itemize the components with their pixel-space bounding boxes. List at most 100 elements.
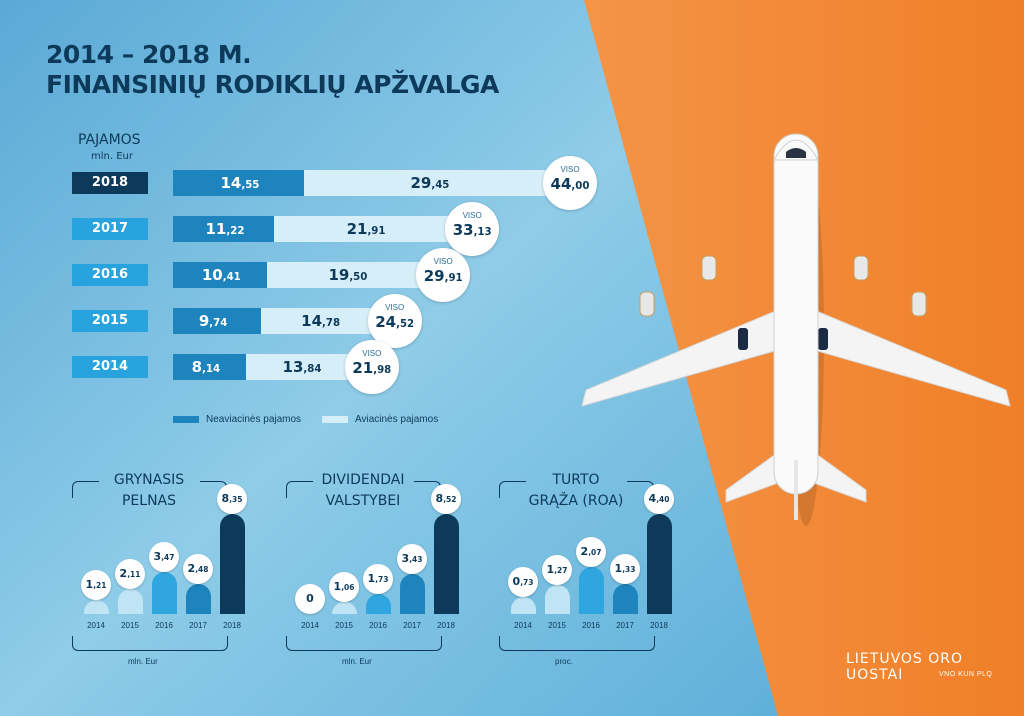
small-chart-bar bbox=[152, 572, 177, 614]
bar-value-label: 14,55 bbox=[220, 174, 260, 192]
small-chart-title-line: GRYNASIS bbox=[113, 472, 185, 488]
small-chart-value-label: 2,11 bbox=[115, 558, 145, 589]
frame-bottom bbox=[72, 636, 228, 651]
small-chart-year-label: 2017 bbox=[189, 621, 207, 630]
small-chart-title-line: VALSTYBEI bbox=[325, 493, 401, 509]
bar-segment-neaviacines bbox=[173, 170, 304, 196]
small-chart-unit: proc. bbox=[555, 657, 573, 666]
total-circle: VISO 24,52 bbox=[367, 294, 422, 348]
legend-swatch bbox=[322, 415, 348, 423]
frame-bottom bbox=[499, 636, 655, 651]
total-caption: VISO bbox=[385, 303, 405, 312]
small-chart-title-line: PELNAS bbox=[121, 493, 177, 509]
total-circle: VISO 21,98 bbox=[344, 340, 399, 394]
small-chart-bar bbox=[220, 514, 245, 614]
small-chart-year-label: 2015 bbox=[335, 621, 353, 630]
total-caption: VISO bbox=[362, 349, 382, 358]
bar-segment-aviacines bbox=[273, 216, 472, 242]
airplane-icon bbox=[581, 133, 1011, 526]
bar-value-label: 10,41 bbox=[201, 266, 241, 284]
bar-segment-neaviacines bbox=[173, 308, 261, 334]
bar-value-label: 11,22 bbox=[205, 220, 245, 238]
small-chart-value-label: 4,40 bbox=[644, 484, 674, 514]
small-chart-value-label: 1,73 bbox=[363, 563, 393, 594]
small-chart-title-line: DIVIDENDAI bbox=[321, 472, 405, 488]
small-chart-bar bbox=[613, 583, 638, 614]
bar-value-label: 19,50 bbox=[328, 266, 368, 284]
small-chart-year-label: 2016 bbox=[155, 621, 173, 630]
small-chart-value-label: 2,48 bbox=[183, 554, 213, 585]
small-chart-title-line: TURTO bbox=[552, 472, 600, 488]
small-chart-title-line: GRĄŽA (ROA) bbox=[528, 493, 624, 509]
total-caption: VISO bbox=[560, 165, 580, 174]
revenue-chart-title: PAJAMOS bbox=[78, 132, 141, 148]
small-chart-bar bbox=[511, 597, 536, 614]
legend-swatch bbox=[173, 415, 199, 423]
small-chart-value-label: 1,21 bbox=[81, 569, 111, 600]
small-chart-value-label: 1,33 bbox=[610, 553, 640, 584]
page-title-line1: 2014 – 2018 M. bbox=[46, 40, 252, 69]
small-chart-bar bbox=[118, 588, 143, 614]
bar-value-label: 21,91 bbox=[346, 220, 386, 238]
total-value: 24,52 bbox=[375, 313, 415, 331]
legend-item-neaviacines: Neaviacinės pajamos bbox=[173, 414, 301, 425]
year-label: 2018 bbox=[72, 172, 148, 194]
small-chart-year-label: 2014 bbox=[301, 621, 319, 630]
small-chart-bar bbox=[366, 593, 391, 614]
small-chart-bar bbox=[545, 585, 570, 614]
frame-bottom bbox=[286, 636, 442, 651]
bar-value-label: 9,74 bbox=[198, 312, 228, 330]
small-chart-year-label: 2018 bbox=[437, 621, 455, 630]
total-value: 44,00 bbox=[550, 175, 590, 193]
small-chart-value-label: 3,47 bbox=[149, 542, 179, 573]
small-chart-year-label: 2015 bbox=[121, 621, 139, 630]
frame-top-left bbox=[72, 481, 99, 498]
total-circle: VISO 29,91 bbox=[416, 248, 471, 302]
small-chart-year-label: 2014 bbox=[514, 621, 532, 630]
total-value: 33,13 bbox=[452, 221, 492, 239]
bar-value-label: 29,45 bbox=[410, 174, 450, 192]
total-circle: VISO 33,13 bbox=[445, 202, 500, 256]
small-chart-year-label: 2015 bbox=[548, 621, 566, 630]
small-chart-year-label: 2016 bbox=[369, 621, 387, 630]
bar-segment-neaviacines bbox=[173, 216, 274, 242]
total-value: 29,91 bbox=[423, 267, 463, 285]
total-value: 21,98 bbox=[352, 359, 392, 377]
small-chart-title: GRYNASIS PELNAS bbox=[66, 470, 232, 512]
logo-codes: VNO KUN PLQ bbox=[939, 671, 993, 678]
small-chart-bar bbox=[186, 584, 211, 614]
small-chart-bar bbox=[579, 566, 604, 614]
small-chart-bar bbox=[434, 514, 459, 614]
small-chart-year-label: 2018 bbox=[650, 621, 668, 630]
small-chart-bar bbox=[647, 514, 672, 614]
bar-segment-aviacines bbox=[266, 262, 443, 288]
small-chart-year-label: 2014 bbox=[87, 621, 105, 630]
small-chart-year-label: 2017 bbox=[403, 621, 421, 630]
small-chart-value-label: 3,43 bbox=[397, 543, 427, 574]
logo-name: LIETUVOS ORO UOSTAI bbox=[846, 651, 964, 683]
year-label: 2015 bbox=[72, 310, 148, 332]
small-chart-title: DIVIDENDAI VALSTYBEI bbox=[280, 470, 446, 512]
small-chart-title: TURTO GRĄŽA (ROA) bbox=[493, 470, 659, 512]
small-chart-value-label: 8,35 bbox=[217, 484, 247, 514]
small-chart-unit: mln. Eur bbox=[128, 657, 158, 666]
page-title-line2: FINANSINIŲ RODIKLIŲ APŽVALGA bbox=[46, 70, 499, 99]
small-chart-bar bbox=[84, 599, 109, 614]
small-chart-year-label: 2017 bbox=[616, 621, 634, 630]
legend-item-aviacines: Aviacinės pajamos bbox=[322, 414, 438, 425]
small-chart-value-label: 8,52 bbox=[431, 484, 461, 514]
revenue-chart-unit: mln. Eur bbox=[91, 151, 133, 162]
legend-label: Aviacinės pajamos bbox=[355, 414, 439, 425]
bar-segment-neaviacines bbox=[173, 354, 247, 380]
bar-segment-aviacines bbox=[303, 170, 569, 196]
bar-value-label: 13,84 bbox=[282, 358, 322, 376]
frame-top-left bbox=[499, 481, 526, 498]
bar-value-label: 14,78 bbox=[301, 312, 341, 330]
small-chart-unit: mln. Eur bbox=[342, 657, 372, 666]
total-circle: VISO 44,00 bbox=[543, 156, 597, 210]
small-chart-bar bbox=[400, 573, 425, 614]
legend-label: Neaviacinės pajamos bbox=[206, 414, 302, 425]
small-chart-value-label: 1,06 bbox=[329, 571, 359, 602]
year-label: 2017 bbox=[72, 218, 148, 240]
bar-segment-neaviacines bbox=[173, 262, 267, 288]
